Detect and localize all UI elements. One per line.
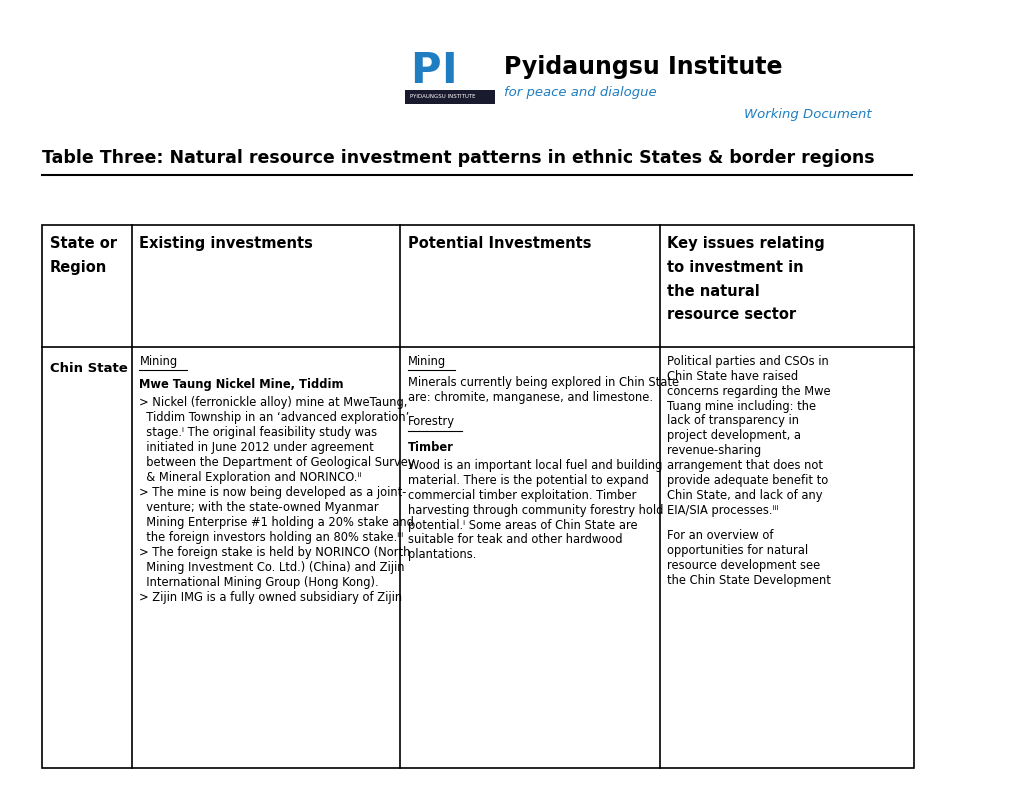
Text: Tuang mine including: the: Tuang mine including: the bbox=[666, 400, 815, 412]
Text: revenue-sharing: revenue-sharing bbox=[666, 444, 760, 457]
Text: Chin State have raised: Chin State have raised bbox=[666, 370, 798, 382]
Text: I: I bbox=[440, 50, 457, 92]
Text: P: P bbox=[410, 50, 440, 92]
Text: Tiddim Township in an ‘advanced exploration’: Tiddim Township in an ‘advanced explorat… bbox=[140, 411, 410, 424]
Text: resource sector: resource sector bbox=[666, 307, 796, 322]
Text: > The mine is now being developed as a joint-: > The mine is now being developed as a j… bbox=[140, 486, 407, 499]
Text: commercial timber exploitation. Timber: commercial timber exploitation. Timber bbox=[408, 489, 636, 501]
FancyBboxPatch shape bbox=[43, 225, 913, 768]
Text: the natural: the natural bbox=[666, 284, 759, 299]
Text: Mining Enterprise #1 holding a 20% stake and: Mining Enterprise #1 holding a 20% stake… bbox=[140, 516, 414, 529]
Text: Existing investments: Existing investments bbox=[140, 236, 313, 251]
Text: Political parties and CSOs in: Political parties and CSOs in bbox=[666, 355, 828, 367]
Text: the Chin State Development: the Chin State Development bbox=[666, 574, 830, 586]
Text: are: chromite, manganese, and limestone.: are: chromite, manganese, and limestone. bbox=[408, 391, 652, 403]
Text: to investment in: to investment in bbox=[666, 260, 803, 275]
Text: between the Department of Geological Survey: between the Department of Geological Sur… bbox=[140, 456, 415, 469]
Text: International Mining Group (Hong Kong).: International Mining Group (Hong Kong). bbox=[140, 576, 379, 589]
Text: > Nickel (ferronickle alloy) mine at MweTaung,: > Nickel (ferronickle alloy) mine at Mwe… bbox=[140, 396, 408, 409]
Text: PYIDAUNGSU INSTITUTE: PYIDAUNGSU INSTITUTE bbox=[410, 95, 475, 99]
Text: material. There is the potential to expand: material. There is the potential to expa… bbox=[408, 474, 648, 486]
Text: for peace and dialogue: for peace and dialogue bbox=[503, 87, 656, 99]
Text: Region: Region bbox=[50, 260, 107, 275]
Text: EIA/SIA processes.ⁱⁱⁱ: EIA/SIA processes.ⁱⁱⁱ bbox=[666, 504, 777, 517]
Text: For an overview of: For an overview of bbox=[666, 529, 772, 541]
Text: Minerals currently being explored in Chin State: Minerals currently being explored in Chi… bbox=[408, 376, 679, 388]
Text: stage.ⁱ The original feasibility study was: stage.ⁱ The original feasibility study w… bbox=[140, 426, 377, 439]
Text: Timber: Timber bbox=[408, 441, 453, 454]
Text: project development, a: project development, a bbox=[666, 429, 800, 442]
Text: venture; with the state-owned Myanmar: venture; with the state-owned Myanmar bbox=[140, 501, 379, 514]
Text: Wood is an important local fuel and building: Wood is an important local fuel and buil… bbox=[408, 459, 661, 471]
Text: Mwe Taung Nickel Mine, Tiddim: Mwe Taung Nickel Mine, Tiddim bbox=[140, 378, 343, 391]
Text: harvesting through community forestry hold: harvesting through community forestry ho… bbox=[408, 504, 662, 516]
Text: potential.ⁱ Some areas of Chin State are: potential.ⁱ Some areas of Chin State are bbox=[408, 519, 637, 531]
Text: suitable for teak and other hardwood: suitable for teak and other hardwood bbox=[408, 533, 622, 546]
Text: Table Three: Natural resource investment patterns in ethnic States & border regi: Table Three: Natural resource investment… bbox=[43, 149, 874, 166]
Text: initiated in June 2012 under agreement: initiated in June 2012 under agreement bbox=[140, 441, 374, 454]
Text: Chin State, and lack of any: Chin State, and lack of any bbox=[666, 489, 822, 502]
Text: Mining Investment Co. Ltd.) (China) and Zijin: Mining Investment Co. Ltd.) (China) and … bbox=[140, 561, 405, 574]
Text: Chin State: Chin State bbox=[50, 362, 127, 375]
FancyBboxPatch shape bbox=[405, 90, 494, 104]
Text: Forestry: Forestry bbox=[408, 415, 454, 428]
Text: Pyidaungsu Institute: Pyidaungsu Institute bbox=[503, 55, 782, 79]
Text: arrangement that does not: arrangement that does not bbox=[666, 459, 822, 472]
Text: > Zijin IMG is a fully owned subsidiary of Zijin: > Zijin IMG is a fully owned subsidiary … bbox=[140, 591, 403, 604]
Text: & Mineral Exploration and NORINCO.ⁱⁱ: & Mineral Exploration and NORINCO.ⁱⁱ bbox=[140, 471, 362, 484]
Text: Working Document: Working Document bbox=[744, 108, 871, 121]
Text: the foreign investors holding an 80% stake.ⁱⁱⁱ: the foreign investors holding an 80% sta… bbox=[140, 531, 404, 544]
Text: Mining: Mining bbox=[408, 355, 445, 367]
Text: State or: State or bbox=[50, 236, 117, 251]
Text: Potential Investments: Potential Investments bbox=[408, 236, 591, 251]
Text: resource development see: resource development see bbox=[666, 559, 819, 571]
Text: concerns regarding the Mwe: concerns regarding the Mwe bbox=[666, 385, 829, 397]
Text: provide adequate benefit to: provide adequate benefit to bbox=[666, 474, 827, 487]
Text: Key issues relating: Key issues relating bbox=[666, 236, 824, 251]
Text: lack of transparency in: lack of transparency in bbox=[666, 414, 798, 427]
Text: Mining: Mining bbox=[140, 355, 177, 367]
Text: > The foreign stake is held by NORINCO (North: > The foreign stake is held by NORINCO (… bbox=[140, 546, 411, 559]
Text: plantations.: plantations. bbox=[408, 548, 476, 561]
Text: opportunities for natural: opportunities for natural bbox=[666, 544, 807, 556]
